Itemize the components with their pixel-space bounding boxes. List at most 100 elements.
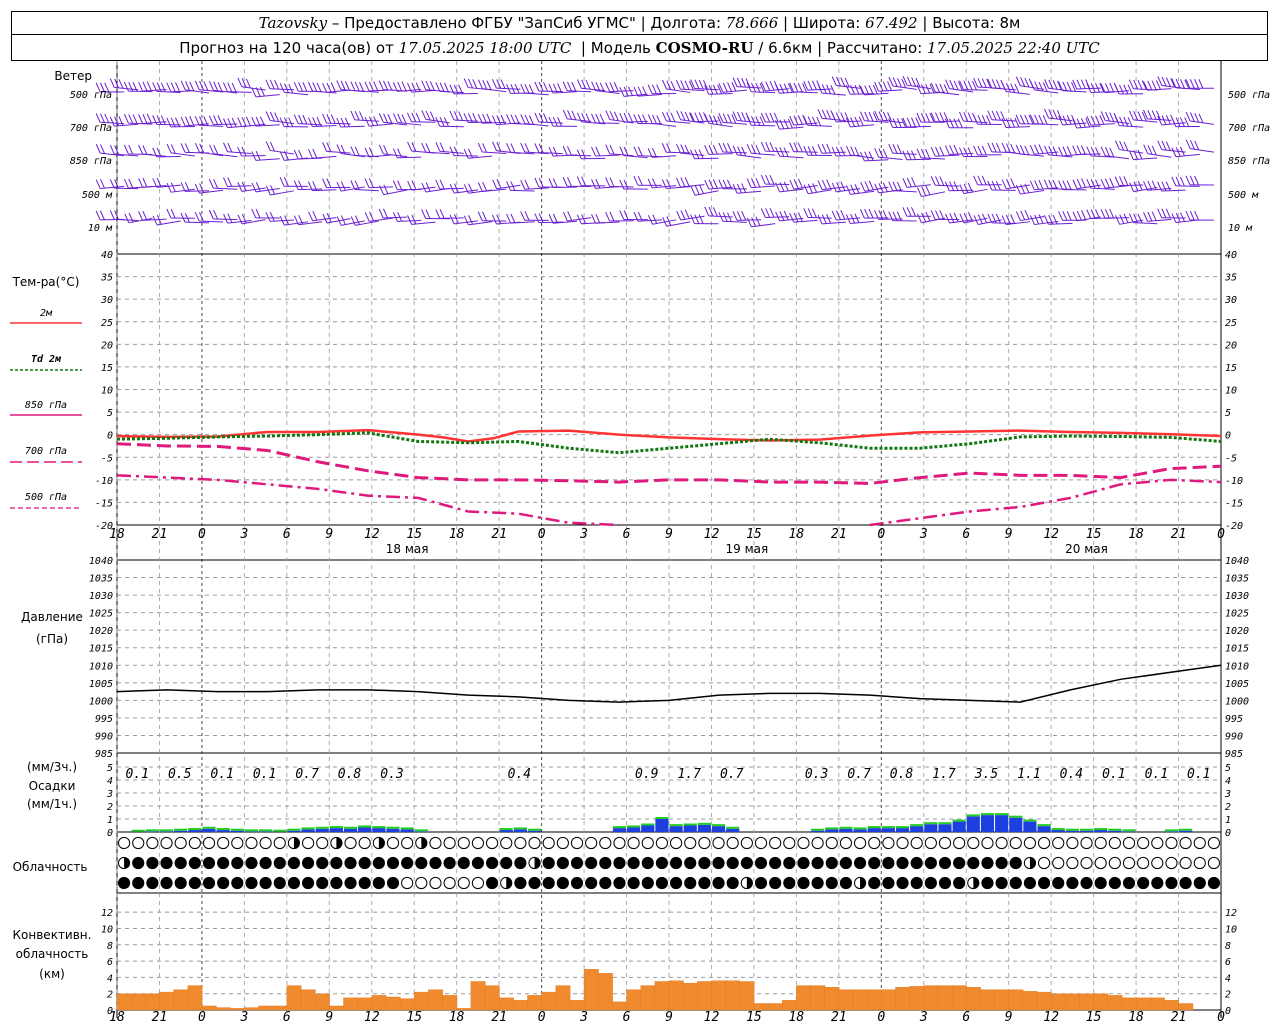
wind-barb-feather (949, 145, 955, 155)
conv-bar (711, 980, 727, 1011)
wind-barb-feather (344, 81, 350, 91)
wind-barb-feather (727, 113, 732, 124)
wind-barb-feather (1090, 115, 1096, 126)
wind-barb-feather (921, 186, 927, 196)
precip-bar (1037, 826, 1051, 832)
precip-bar (697, 824, 711, 832)
cloud-cover-symbol (556, 856, 569, 870)
wind-barb-feather (633, 211, 639, 222)
wind-barb-feather (859, 85, 865, 96)
wind-barb-feather (821, 179, 827, 190)
wind-barb-feather (1020, 210, 1026, 221)
wind-barb-feather (279, 151, 285, 161)
cloud-cover-symbol (599, 876, 612, 890)
wind-barb-feather (915, 77, 921, 88)
wind-barb-feather (373, 116, 379, 126)
wind-barb-feather (887, 81, 892, 91)
cloud-cover-symbol (896, 876, 909, 890)
wind-barb-feather (817, 83, 823, 94)
wind-barb-feather (199, 116, 204, 126)
cloud-cover-symbol (712, 856, 725, 870)
wind-barb-feather (227, 177, 233, 187)
wind-barb-feather (605, 211, 611, 222)
wind-barb-feather (184, 116, 190, 126)
wind-barb-feather (241, 116, 247, 127)
wind-barb-staff (439, 125, 464, 128)
precip-bar (414, 831, 428, 832)
precip-bar-cap (1094, 828, 1108, 831)
wind-barb-feather (811, 80, 817, 90)
wind-barb-feather (892, 181, 898, 192)
cloud-cover-symbol (174, 856, 187, 870)
wind-barb-feather (1137, 149, 1143, 160)
hour-tick-label: 18 (789, 527, 805, 542)
wind-barb-feather (160, 115, 166, 125)
wind-barb-feather (690, 214, 695, 224)
precip-bar (726, 828, 740, 832)
hour-tick-label-bottom: 21 (1171, 1010, 1187, 1024)
hour-tick-label-bottom: 18 (789, 1010, 805, 1024)
wind-barb-feather (591, 214, 596, 224)
cloud-cover-symbol (1023, 876, 1037, 890)
wind-barb-feather (308, 211, 314, 221)
wind-barb-feather (156, 177, 162, 188)
conv-bar (527, 995, 543, 1011)
wind-barb-feather (684, 176, 690, 187)
wind-barb-feather (949, 181, 955, 191)
cloud-cover-symbol (457, 836, 470, 850)
conv-title-line-1: Конвективн. (13, 928, 92, 942)
cloud-cover-symbol (188, 836, 201, 850)
wind-barb-feather (745, 78, 751, 88)
precip-bar (952, 821, 966, 832)
wind-barb-feather (722, 212, 728, 222)
precip-bar (202, 828, 216, 832)
wind-barb-feather (850, 213, 856, 224)
wind-barb-feather (911, 207, 916, 217)
precip-bar-cap (627, 825, 641, 828)
wind-barb-feather (1076, 210, 1082, 221)
cloud-cover-symbol (585, 856, 598, 870)
wind-barb-feather (736, 111, 742, 122)
conv-bar (739, 981, 755, 1011)
wind-barb-feather (973, 115, 979, 125)
cloud-cover-symbol (570, 856, 584, 870)
pressure-tick-left: 1035 (89, 574, 113, 585)
wind-barb-feather (930, 147, 936, 157)
wind-barb-feather (736, 77, 742, 88)
wind-barb-feather (944, 145, 950, 155)
wind-barb-feather (789, 115, 795, 126)
wind-barb-feather (953, 144, 959, 155)
wind-barb-feather (633, 86, 639, 97)
wind-barb-feather (576, 149, 582, 159)
temp-tick-right: 35 (1224, 273, 1237, 284)
hour-tick-label-bottom: 12 (704, 1010, 720, 1024)
wind-barb-feather (760, 112, 766, 123)
wind-barb-feather (868, 85, 874, 95)
wind-barb-feather (789, 179, 795, 190)
cloud-cover-symbol (245, 836, 258, 850)
wind-barb-feather (265, 212, 271, 222)
wind-barb-feather (184, 143, 190, 153)
pressure-line (116, 664, 1222, 703)
date-label: 19 мая (725, 542, 768, 556)
wind-barb-feather (712, 179, 718, 189)
wind-barb-staff (680, 88, 705, 92)
wind-barb-feather (911, 117, 916, 127)
precip-bar (711, 826, 726, 832)
wind-barb-feather (736, 183, 742, 194)
wind-barb-feather (472, 79, 478, 89)
wind-barb-feather (613, 111, 619, 121)
wind-barb-feather (1099, 82, 1105, 93)
wind-barb-feather (194, 183, 200, 194)
conv-tick-left: 2 (107, 990, 113, 1001)
cloud-cover-symbol (868, 836, 881, 850)
wind-barb-feather (1052, 179, 1058, 190)
conv-bar (300, 989, 316, 1011)
wind-barb-feather (383, 80, 388, 91)
wind-barb-feather (943, 112, 949, 122)
cloud-cover-symbol (443, 836, 456, 850)
wind-barb-feather (930, 112, 936, 122)
cloud-cover-half (534, 857, 541, 869)
wind-barb-feather (1015, 144, 1021, 155)
wind-barb-feather (816, 116, 822, 127)
